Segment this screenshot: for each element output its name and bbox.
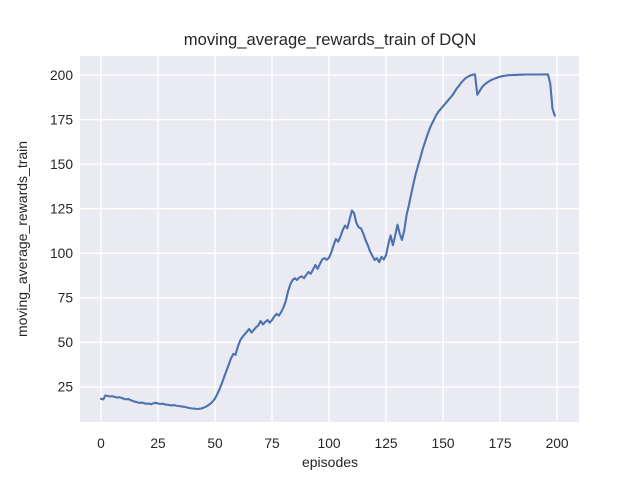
y-tick-label: 75 bbox=[58, 291, 74, 306]
y-tick-label: 200 bbox=[50, 68, 73, 83]
y-tick-label: 100 bbox=[50, 246, 73, 261]
dqn-series-line bbox=[99, 73, 556, 411]
y-tick-label: 175 bbox=[50, 112, 73, 127]
x-tick-label: 75 bbox=[264, 436, 280, 451]
x-tick-label: 200 bbox=[546, 436, 569, 451]
grid-lines bbox=[80, 56, 579, 422]
y-tick-label: 150 bbox=[50, 157, 73, 172]
x-tick-label: 150 bbox=[432, 436, 455, 451]
x-axis-tick-labels: 0 25 50 75 100 125 150 175 200 bbox=[97, 436, 569, 451]
x-tick-label: 25 bbox=[150, 436, 166, 451]
x-tick-label: 50 bbox=[207, 436, 223, 451]
x-tick-label: 175 bbox=[489, 436, 512, 451]
y-tick-label: 125 bbox=[50, 202, 73, 217]
x-axis-label: episodes bbox=[302, 454, 358, 470]
y-tick-label: 25 bbox=[58, 380, 74, 395]
chart-title: moving_average_rewards_train of DQN bbox=[184, 30, 476, 49]
y-axis-label: moving_average_rewards_train bbox=[14, 141, 30, 337]
x-tick-label: 125 bbox=[375, 436, 398, 451]
y-axis-tick-labels: 25 50 75 100 125 150 175 200 bbox=[50, 68, 73, 395]
x-tick-label: 0 bbox=[97, 436, 105, 451]
y-tick-label: 50 bbox=[58, 335, 74, 350]
x-tick-label: 100 bbox=[318, 436, 341, 451]
